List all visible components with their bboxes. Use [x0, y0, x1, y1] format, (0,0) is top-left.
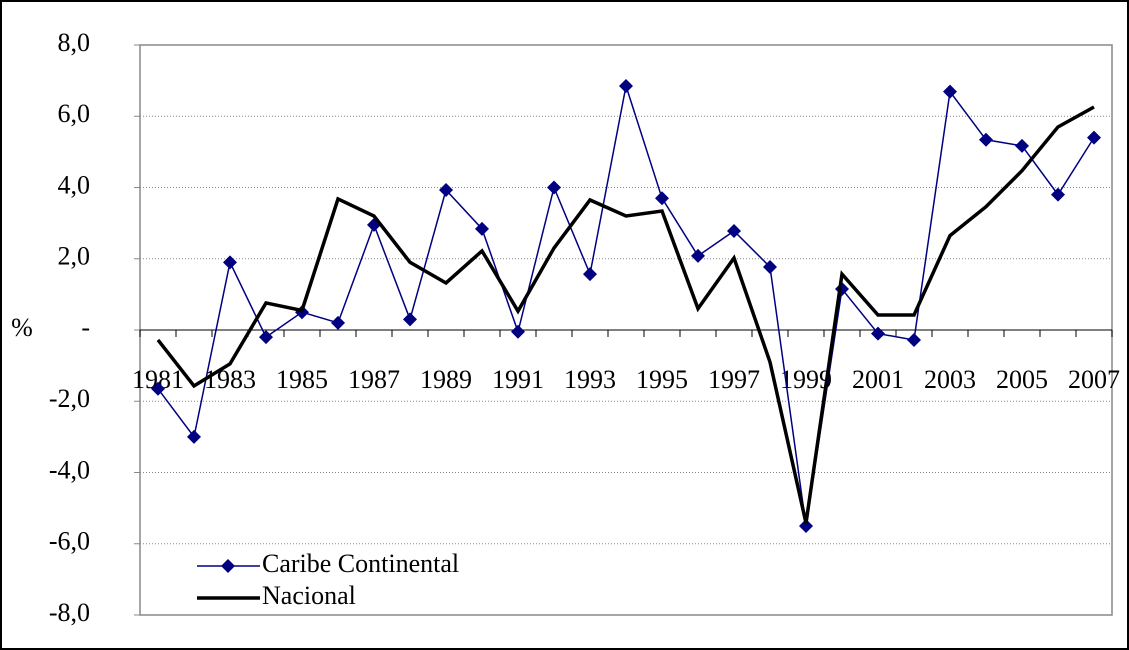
y-tick-label: 4,0: [58, 170, 91, 199]
data-point: [475, 221, 489, 236]
y-tick-label: 8,0: [58, 28, 91, 57]
data-point: [583, 267, 597, 282]
x-tick-label: 1987: [348, 365, 400, 394]
data-point: [1015, 138, 1029, 153]
data-point: [259, 330, 273, 345]
data-point: [223, 255, 237, 270]
data-point: [799, 518, 813, 533]
x-tick-label: 1991: [492, 365, 544, 394]
data-point: [1087, 130, 1101, 145]
data-point: [655, 191, 669, 206]
data-point: [619, 78, 633, 93]
x-tick-label: 1997: [708, 365, 760, 394]
x-tick-label: 1999: [780, 365, 832, 394]
y-tick-label: 6,0: [58, 99, 91, 128]
x-tick-label: 1993: [564, 365, 616, 394]
legend-label: Caribe Continental: [262, 549, 459, 578]
data-point: [187, 429, 201, 444]
y-tick-label: -2,0: [49, 384, 90, 413]
data-point: [907, 332, 921, 347]
y-tick-label: -4,0: [49, 455, 90, 484]
y-tick-label: -6,0: [49, 527, 90, 556]
data-point: [439, 182, 453, 197]
data-point: [511, 324, 525, 339]
x-tick-label: 2007: [1068, 365, 1120, 394]
y-axis-label: %: [11, 313, 33, 342]
x-tick-label: 1989: [420, 365, 472, 394]
x-tick-label: 1985: [276, 365, 328, 394]
data-point: [691, 248, 705, 263]
y-tick-label: 2,0: [58, 242, 91, 271]
legend-label: Nacional: [262, 581, 356, 610]
data-point: [763, 259, 777, 274]
series-line: [156, 105, 1095, 524]
x-tick-label: 1995: [636, 365, 688, 394]
data-point: [1051, 187, 1065, 202]
data-point: [547, 180, 561, 195]
data-point: [943, 84, 957, 99]
y-tick-label: -8,0: [49, 598, 90, 627]
x-tick-label: 2005: [996, 365, 1048, 394]
legend-marker: [221, 559, 235, 573]
x-tick-label: 2003: [924, 365, 976, 394]
data-point: [151, 381, 165, 396]
data-point: [403, 312, 417, 327]
x-tick-label: 2001: [852, 365, 904, 394]
data-point: [979, 132, 993, 147]
data-point: [727, 223, 741, 238]
data-point: [871, 326, 885, 341]
x-tick-label: 1983: [204, 365, 256, 394]
data-point: [331, 315, 345, 330]
y-tick-label: -: [81, 313, 90, 342]
